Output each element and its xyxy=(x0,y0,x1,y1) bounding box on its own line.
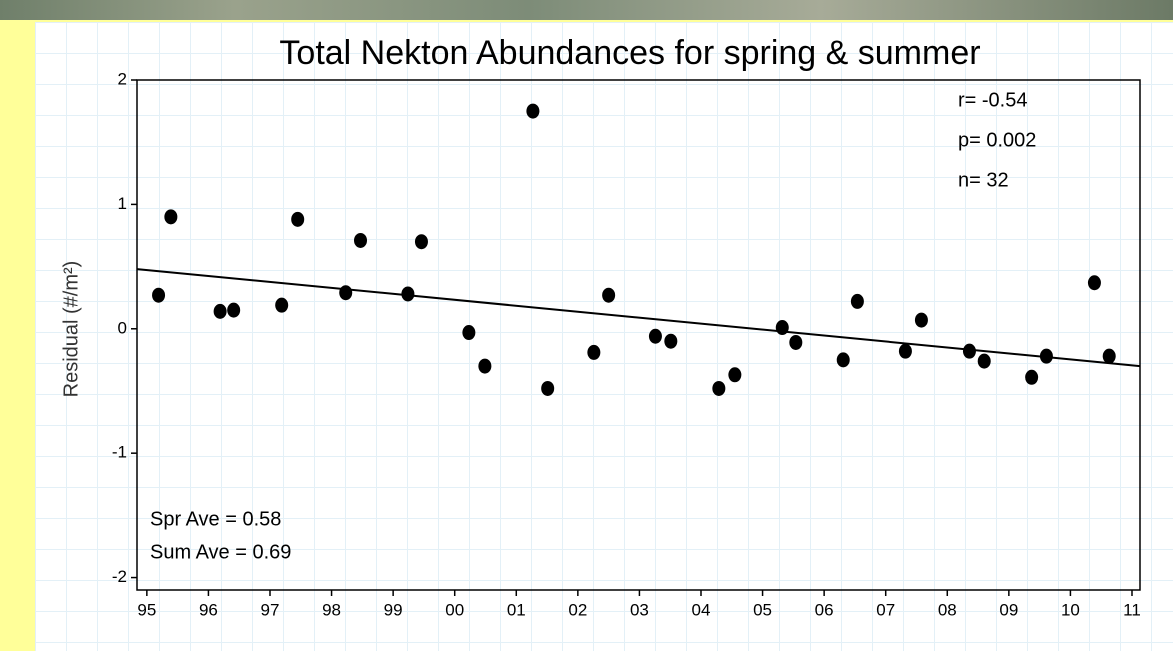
x-tick-label: 08 xyxy=(938,600,957,619)
page: Total Nekton Abundances for spring & sum… xyxy=(0,0,1173,651)
point xyxy=(462,325,475,340)
x-tick-label: 06 xyxy=(815,600,834,619)
x-tick-label: 04 xyxy=(692,600,711,619)
point xyxy=(602,288,615,303)
point xyxy=(401,286,414,301)
annotation: r= -0.54 xyxy=(958,89,1027,111)
point xyxy=(1025,370,1038,385)
point xyxy=(851,294,864,309)
chart-title: Total Nekton Abundances for spring & sum… xyxy=(279,34,980,72)
point xyxy=(275,298,288,313)
y-tick-label: 1 xyxy=(118,194,127,213)
x-tick-label: 11 xyxy=(1123,600,1141,619)
y-tick-label: -2 xyxy=(112,567,127,586)
y-tick-label: -1 xyxy=(112,443,127,462)
point xyxy=(664,334,677,349)
point xyxy=(1040,349,1053,364)
x-tick-label: 02 xyxy=(568,600,587,619)
x-tick-label: 97 xyxy=(261,600,280,619)
x-tick-label: 99 xyxy=(384,600,403,619)
point xyxy=(291,212,304,227)
point xyxy=(526,104,539,119)
chart: Total Nekton Abundances for spring & sum… xyxy=(0,0,1173,651)
point xyxy=(541,381,554,396)
point xyxy=(478,359,491,374)
trend-line xyxy=(137,269,1140,366)
x-tick-label: 00 xyxy=(445,600,464,619)
x-tick-label: 96 xyxy=(199,600,218,619)
x-tick-label: 98 xyxy=(322,600,341,619)
point xyxy=(899,344,912,359)
annotation: Sum Ave = 0.69 xyxy=(150,541,291,563)
point xyxy=(789,335,802,350)
point xyxy=(712,381,725,396)
point xyxy=(152,288,165,303)
x-tick-label: 10 xyxy=(1061,600,1080,619)
annotation: Spr Ave = 0.58 xyxy=(150,508,281,530)
point xyxy=(649,329,662,344)
point xyxy=(915,313,928,328)
x-tick-label: 09 xyxy=(999,600,1018,619)
point xyxy=(963,344,976,359)
point xyxy=(1088,275,1101,290)
point xyxy=(227,303,240,318)
plot-frame xyxy=(137,80,1140,590)
point xyxy=(587,345,600,360)
y-tick-label: 2 xyxy=(118,69,127,88)
point xyxy=(339,285,352,300)
point xyxy=(728,367,741,382)
point xyxy=(354,233,367,248)
point xyxy=(837,352,850,367)
y-axis-label: Residual (#/m²) xyxy=(60,261,82,398)
point xyxy=(978,354,991,369)
annotation: p= 0.002 xyxy=(958,129,1036,151)
x-tick-label: 07 xyxy=(876,600,895,619)
y-tick-label: 0 xyxy=(118,318,127,337)
point xyxy=(776,320,789,335)
x-tick-label: 95 xyxy=(137,600,156,619)
x-tick-label: 01 xyxy=(507,600,526,619)
point xyxy=(164,209,177,224)
x-tick-label: 03 xyxy=(630,600,649,619)
point xyxy=(415,234,428,249)
point xyxy=(214,304,227,319)
x-tick-label: 05 xyxy=(753,600,772,619)
point xyxy=(1103,349,1116,364)
annotation: n= 32 xyxy=(958,169,1009,191)
